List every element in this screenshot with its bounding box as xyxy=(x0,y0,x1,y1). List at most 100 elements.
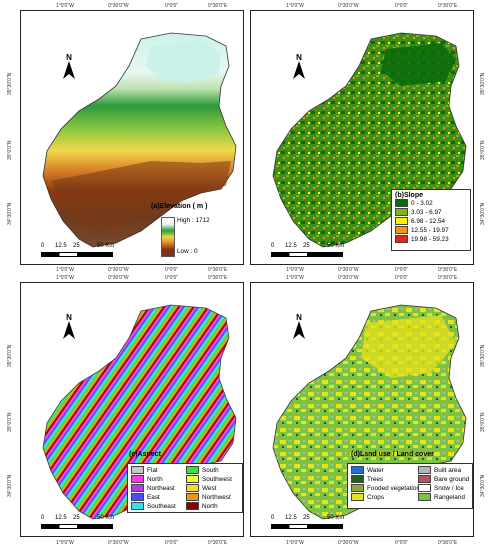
legend-item: 12.55 - 19.97 xyxy=(395,226,467,235)
legend-item: 19.98 - 59.23 xyxy=(395,235,467,244)
slope-legend: (b)Slope 0 - 3.02 3.03 - 6.97 6.98 - 12.… xyxy=(391,189,471,251)
legend-swatch xyxy=(186,502,199,511)
north-label: N xyxy=(66,53,72,62)
tick-label: 0°30'0"W xyxy=(108,3,129,9)
tick-label: 0°0'0" xyxy=(165,540,179,546)
landuse-legend: Water Trees Fooded vegetation Crops Buil… xyxy=(347,463,473,509)
scale-label: 50 Km xyxy=(327,515,345,521)
legend-swatch xyxy=(395,217,408,226)
tick-label: 1°0'0"W xyxy=(56,267,74,273)
elevation-legend: (a)Elevation ( m ) High : 1712 Low : 0 xyxy=(151,203,241,263)
tick-label: 34°30'0"N xyxy=(7,474,13,497)
legend-title: (b)Slope xyxy=(395,192,423,199)
tick-label: 0°30'0"W xyxy=(108,267,129,273)
legend-swatch xyxy=(351,493,364,502)
scale-label: 50 Km xyxy=(97,243,115,249)
legend-item: Snow / Ice xyxy=(418,484,469,493)
legend-title: (a)Elevation ( m ) xyxy=(151,203,208,210)
legend-swatch xyxy=(186,475,199,484)
legend-low: Low : 0 xyxy=(177,248,198,255)
legend-title: (c)Aspect xyxy=(129,451,161,458)
legend-item: Built area xyxy=(418,466,469,475)
panel-aspect: N (c)Aspect Flat North Northeast East So… xyxy=(20,282,244,537)
scale-bar: 0 12.5 25 50 Km xyxy=(41,243,131,257)
legend-item: Southwest xyxy=(186,475,232,484)
scale-label: 12.5 xyxy=(285,243,297,249)
tick-label: 0°30'0"W xyxy=(338,275,359,281)
legend-item: Southeast xyxy=(131,502,176,511)
tick-label: 0°30'0"W xyxy=(338,3,359,9)
legend-item: Northwest xyxy=(186,493,232,502)
scale-label: 12.5 xyxy=(285,515,297,521)
north-arrow: N xyxy=(289,53,309,86)
mountain-band xyxy=(51,161,231,233)
legend-swatch xyxy=(351,466,364,475)
tick-label: 35°30'0"N xyxy=(480,72,486,95)
scale-label: 25 xyxy=(303,515,310,521)
elevation-ramp xyxy=(161,217,175,257)
legend-swatch xyxy=(351,484,364,493)
legend-swatch xyxy=(418,484,431,493)
crop-belt xyxy=(361,315,456,378)
legend-swatch xyxy=(186,493,199,502)
legend-swatch xyxy=(395,235,408,244)
tick-label: 0°0'0" xyxy=(395,540,409,546)
north-label: N xyxy=(296,313,302,322)
tick-label: 0°30'0"E xyxy=(438,267,458,273)
legend-item: East xyxy=(131,493,176,502)
tick-label: 0°30'0"E xyxy=(208,275,228,281)
tick-label: 0°30'0"E xyxy=(208,3,228,9)
tick-label: 0°0'0" xyxy=(395,267,409,273)
tick-label: 0°30'0"W xyxy=(338,540,359,546)
north-label: N xyxy=(296,53,302,62)
legend-item: Northeast xyxy=(131,484,176,493)
legend-item: Crops xyxy=(351,493,420,502)
legend-swatch xyxy=(418,475,431,484)
tick-label: 0°0'0" xyxy=(395,3,409,9)
legend-title: (d)Land use / Land cover xyxy=(351,451,434,458)
legend-swatch xyxy=(418,466,431,475)
tick-label: 0°30'0"E xyxy=(208,267,228,273)
legend-item: West xyxy=(186,484,232,493)
legend-item: Rangeland xyxy=(418,493,469,502)
legend-swatch xyxy=(395,226,408,235)
legend-item: Water xyxy=(351,466,420,475)
scale-label: 0 xyxy=(271,243,275,249)
panel-elevation: N (a)Elevation ( m ) High : 1712 Low : 0… xyxy=(20,10,244,265)
legend-swatch xyxy=(131,466,144,475)
legend-item: Fooded vegetation xyxy=(351,484,420,493)
tick-label: 35°0'0"N xyxy=(7,140,13,160)
tick-label: 1°0'0"W xyxy=(56,3,74,9)
lowland-highlight xyxy=(146,41,221,83)
tick-label: 0°0'0" xyxy=(165,3,179,9)
scale-label: 25 xyxy=(73,243,80,249)
scale-bar: 0 12.5 25 50 Km xyxy=(41,515,131,529)
scale-bar: 0 12.5 25 50 Km xyxy=(271,515,361,529)
legend-high: High : 1712 xyxy=(177,217,210,224)
legend-swatch xyxy=(186,484,199,493)
legend-swatch xyxy=(131,493,144,502)
legend-item: North xyxy=(186,502,232,511)
tick-label: 0°0'0" xyxy=(165,267,179,273)
scale-label: 12.5 xyxy=(55,243,67,249)
tick-label: 1°0'0"W xyxy=(56,275,74,281)
legend-swatch xyxy=(418,493,431,502)
tick-label: 35°0'0"N xyxy=(7,412,13,432)
legend-item: Bare ground xyxy=(418,475,469,484)
legend-item: 6.98 - 12.54 xyxy=(395,217,467,226)
legend-item: South xyxy=(186,466,232,475)
scale-bar: 0 12.5 25 50 Km xyxy=(271,243,361,257)
legend-swatch xyxy=(395,208,408,217)
legend-swatch xyxy=(351,475,364,484)
elevation-map xyxy=(42,32,237,248)
legend-swatch xyxy=(131,475,144,484)
scale-label: 25 xyxy=(303,243,310,249)
panel-slope: N (b)Slope 0 - 3.02 3.03 - 6.97 6.98 - 1… xyxy=(250,10,474,265)
tick-label: 34°30'0"N xyxy=(480,474,486,497)
scale-label: 12.5 xyxy=(55,515,67,521)
scale-label: 0 xyxy=(41,243,45,249)
tick-label: 1°0'0"W xyxy=(286,3,304,9)
tick-label: 34°30'0"N xyxy=(7,202,13,225)
tick-label: 0°0'0" xyxy=(395,275,409,281)
tick-label: 1°0'0"W xyxy=(286,267,304,273)
